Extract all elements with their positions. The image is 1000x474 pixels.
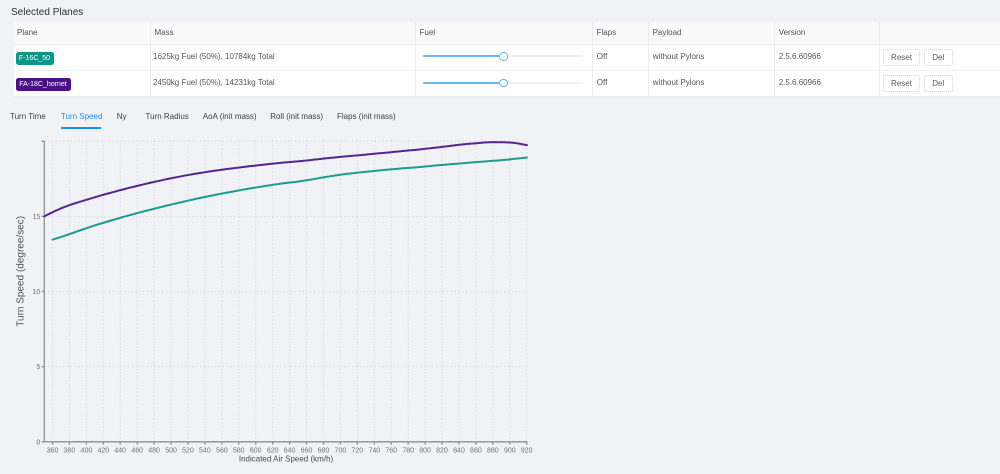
svg-text:Indicated Air Speed (km/h): Indicated Air Speed (km/h) [239, 455, 334, 464]
svg-text:680: 680 [318, 447, 330, 454]
svg-text:780: 780 [402, 447, 414, 454]
svg-text:460: 460 [131, 447, 143, 454]
svg-text:640: 640 [284, 447, 296, 454]
svg-text:720: 720 [351, 447, 363, 454]
svg-text:820: 820 [436, 447, 448, 454]
svg-text:760: 760 [385, 447, 397, 454]
svg-text:400: 400 [81, 447, 93, 454]
svg-text:540: 540 [199, 447, 211, 454]
svg-text:740: 740 [368, 447, 380, 454]
svg-text:440: 440 [114, 447, 126, 454]
svg-text:Turn Speed (degree/sec): Turn Speed (degree/sec) [16, 216, 27, 327]
svg-text:420: 420 [97, 447, 109, 454]
svg-text:360: 360 [47, 447, 59, 454]
svg-text:10: 10 [33, 289, 41, 296]
svg-text:580: 580 [233, 447, 245, 454]
svg-text:880: 880 [487, 447, 499, 454]
svg-text:560: 560 [216, 447, 228, 454]
svg-text:600: 600 [250, 447, 262, 454]
svg-text:620: 620 [267, 447, 279, 454]
svg-text:15: 15 [33, 214, 41, 221]
svg-text:380: 380 [64, 447, 76, 454]
svg-text:860: 860 [470, 447, 482, 454]
svg-text:920: 920 [521, 447, 533, 454]
svg-text:520: 520 [182, 447, 194, 454]
svg-text:660: 660 [301, 447, 313, 454]
svg-text:500: 500 [165, 447, 177, 454]
svg-text:900: 900 [504, 447, 516, 454]
svg-text:5: 5 [36, 364, 40, 371]
svg-text:840: 840 [453, 447, 465, 454]
svg-text:0: 0 [36, 439, 40, 446]
svg-text:700: 700 [335, 447, 347, 454]
svg-text:480: 480 [148, 447, 160, 454]
svg-text:800: 800 [419, 447, 431, 454]
